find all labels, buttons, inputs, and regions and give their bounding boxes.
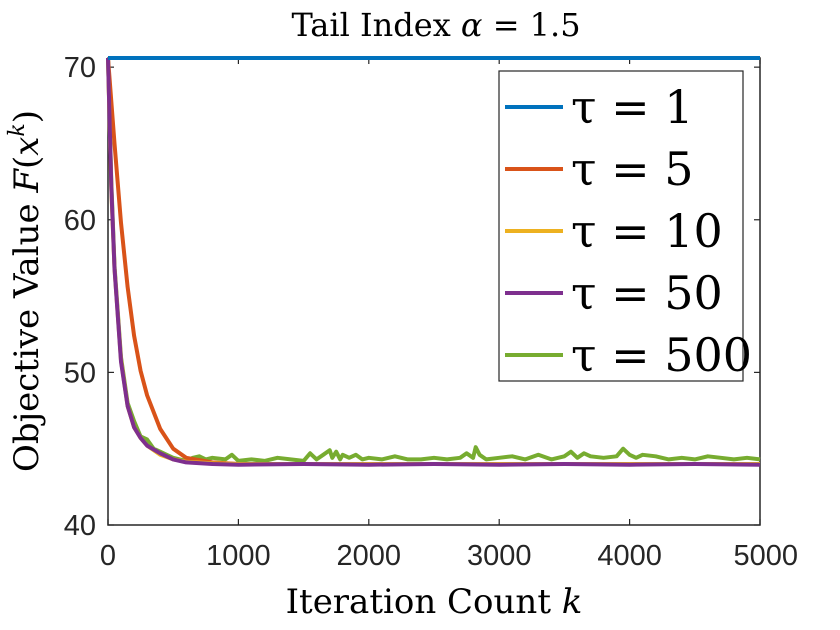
x-tick-label: 2000 [337, 540, 402, 572]
chart-title-text: Tail Index [291, 6, 460, 44]
y-tick-label: 50 [64, 357, 96, 389]
x-axis-title: Iteration Count k [286, 582, 583, 622]
y-tick-label: 40 [64, 510, 96, 542]
x-tick-label: 1000 [206, 540, 271, 572]
x-tick-label: 4000 [597, 540, 662, 572]
legend-label-2: τ = 5 [571, 142, 694, 196]
legend-label-3: τ = 10 [571, 204, 723, 258]
x-tick-label: 0 [100, 540, 116, 572]
series-line-4 [106, 57, 761, 467]
legend: τ = 1 τ = 5 τ = 10 τ = 50 τ = 500 [498, 70, 752, 382]
legend-label-4: τ = 50 [571, 266, 723, 320]
x-tick-label: 3000 [467, 540, 532, 572]
chart-title: Tail Index α = 1.5 [291, 6, 580, 44]
legend-label-1: τ = 1 [571, 80, 694, 134]
x-tick-label: 5000 [733, 540, 798, 572]
series-layer [106, 56, 761, 467]
legend-label-5: τ = 500 [571, 328, 752, 382]
axis-tick-labels: 0 1000 2000 3000 4000 5000 40 50 60 70 [64, 52, 798, 572]
y-tick-label: 70 [64, 52, 96, 84]
y-axis-title: Objective Value F(xk) [5, 110, 47, 472]
legend-box [498, 70, 744, 382]
y-tick-label: 60 [64, 205, 96, 237]
